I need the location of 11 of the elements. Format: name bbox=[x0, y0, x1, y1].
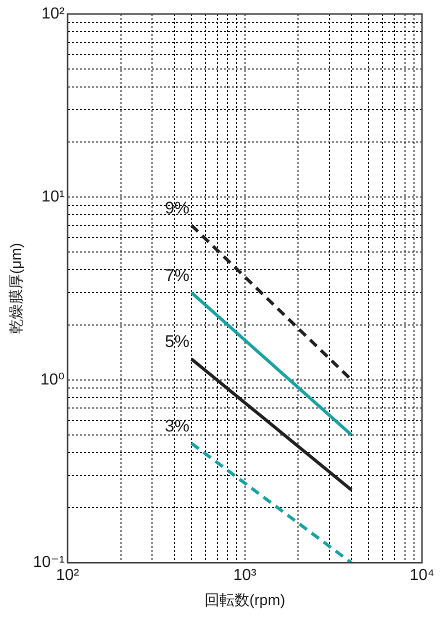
y-axis-title: 乾燥膜厚(μm) bbox=[8, 242, 26, 334]
x-axis-title: 回転数(rpm) bbox=[204, 592, 286, 610]
series-label: 7% bbox=[164, 266, 190, 285]
series-label: 5% bbox=[164, 332, 190, 352]
y-tick-label: 10¹ bbox=[41, 188, 65, 206]
y-tick-label: 10⁰ bbox=[40, 371, 65, 388]
series-label: 9% bbox=[164, 198, 190, 218]
y-tick-label: 10² bbox=[41, 5, 66, 22]
x-tick-label: 10² bbox=[56, 566, 80, 584]
x-tick-label: 10³ bbox=[233, 566, 258, 584]
x-tick-label: 10⁴ bbox=[410, 566, 434, 584]
